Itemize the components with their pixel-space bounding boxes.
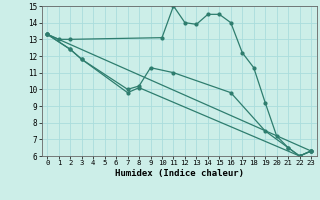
- X-axis label: Humidex (Indice chaleur): Humidex (Indice chaleur): [115, 169, 244, 178]
